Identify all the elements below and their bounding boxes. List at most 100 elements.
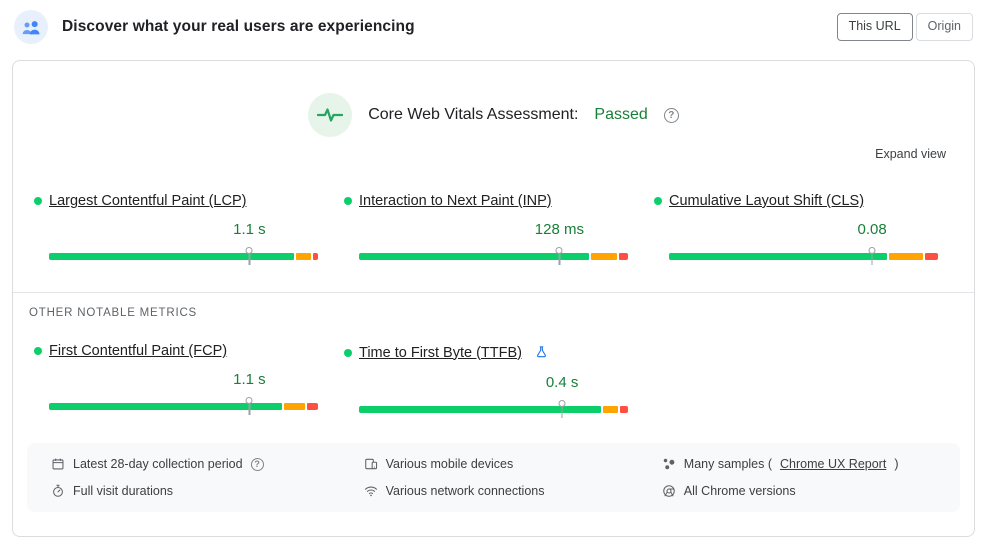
lcp-link[interactable]: Largest Contentful Paint (LCP) <box>49 193 247 209</box>
metric-name-row: Cumulative Layout Shift (CLS) <box>654 193 938 209</box>
bar-poor-segment <box>619 406 628 413</box>
data-source-footer: Latest 28-day collection period ? Full v… <box>27 443 960 512</box>
inp-link[interactable]: Interaction to Next Paint (INP) <box>359 193 552 209</box>
other-metrics-label: OTHER NOTABLE METRICS <box>29 307 198 319</box>
cls-value: 0.08 <box>857 221 887 238</box>
bar-segments <box>359 253 628 260</box>
other-metrics-grid: First Contentful Paint (FCP) 1.1 s Time … <box>13 343 974 418</box>
footer-column-3: Many samples ( Chrome UX Report) All Chro… <box>662 457 950 498</box>
chrome-icon <box>663 485 675 497</box>
expand-view-row: Expand view <box>13 145 974 163</box>
ttfb-distribution-bar <box>359 400 628 418</box>
topbar: Discover what your real users are experi… <box>0 0 987 52</box>
expand-view-link[interactable]: Expand view <box>875 147 946 161</box>
chrome-ux-report-link[interactable]: Chrome UX Report <box>780 457 887 471</box>
network-icon <box>364 486 377 497</box>
samples-icon <box>663 458 675 470</box>
bar-segments <box>49 403 318 410</box>
metric-name-row: First Contentful Paint (FCP) <box>34 343 318 359</box>
help-icon[interactable]: ? <box>663 107 679 123</box>
metric-inp: Interaction to Next Paint (INP) 128 ms <box>344 193 628 265</box>
bar-poor-segment <box>924 253 938 260</box>
bar-needs-improvement-segment <box>590 253 617 260</box>
bar-good-segment <box>49 403 282 410</box>
section-divider <box>13 292 974 293</box>
topbar-left: Discover what your real users are experi… <box>14 10 415 44</box>
p75-marker <box>245 247 253 265</box>
bar-segments <box>669 253 938 260</box>
core-metrics-grid: Largest Contentful Paint (LCP) 1.1 s Int… <box>13 193 974 265</box>
connections-text: Various network connections <box>385 484 545 498</box>
samples-item: Many samples ( Chrome UX Report) <box>662 457 950 471</box>
cls-distribution-bar <box>669 247 938 265</box>
p75-marker <box>868 247 876 265</box>
bar-poor-segment <box>312 253 318 260</box>
connections-item: Various network connections <box>364 484 652 498</box>
metric-name-row: Largest Contentful Paint (LCP) <box>34 193 318 209</box>
bar-segments <box>49 253 318 260</box>
metric-value-row: 0.08 <box>669 221 938 241</box>
calendar-icon <box>52 458 64 470</box>
origin-button[interactable]: Origin <box>915 13 973 41</box>
bar-good-segment <box>49 253 294 260</box>
p75-marker <box>245 397 253 415</box>
page-title: Discover what your real users are experi… <box>62 18 415 35</box>
chrome-versions-item: All Chrome versions <box>662 484 950 498</box>
metric-value-row: 1.1 s <box>49 221 318 241</box>
metric-name-row: Interaction to Next Paint (INP) <box>344 193 628 209</box>
stopwatch-icon <box>53 484 63 497</box>
footer-column-1: Latest 28-day collection period ? Full v… <box>51 457 354 498</box>
samples-suffix: ) <box>894 457 899 471</box>
bar-poor-segment <box>618 253 628 260</box>
metric-cls: Cumulative Layout Shift (CLS) 0.08 <box>654 193 938 265</box>
bar-needs-improvement-segment <box>283 403 306 410</box>
inp-value: 128 ms <box>534 221 584 238</box>
bar-poor-segment <box>307 403 318 410</box>
metric-ttfb: Time to First Byte (TTFB) 0.4 s <box>344 343 628 418</box>
fcp-value: 1.1 s <box>233 371 266 388</box>
bar-good-segment <box>359 253 589 260</box>
chrome-versions-text: All Chrome versions <box>683 484 796 498</box>
metric-value-row: 128 ms <box>359 221 628 241</box>
bar-good-segment <box>359 406 602 413</box>
metric-status-dot <box>344 197 352 205</box>
metric-value-row: 0.4 s <box>359 374 628 394</box>
bar-needs-improvement-segment <box>603 406 618 413</box>
lcp-distribution-bar <box>49 247 318 265</box>
collection-period-text: Latest 28-day collection period <box>73 457 243 471</box>
assessment-title: Core Web Vitals Assessment: <box>368 106 579 123</box>
scope-toggle: This URL Origin <box>836 13 973 41</box>
experimental-flask-icon[interactable] <box>535 345 548 364</box>
this-url-button[interactable]: This URL <box>836 13 913 41</box>
cls-link[interactable]: Cumulative Layout Shift (CLS) <box>669 193 865 209</box>
collection-period-item: Latest 28-day collection period ? <box>51 457 354 471</box>
inp-distribution-bar <box>359 247 628 265</box>
visit-durations-item: Full visit durations <box>51 484 354 498</box>
metric-status-dot <box>654 197 662 205</box>
assessment-header: Core Web Vitals Assessment: Passed ? <box>13 93 974 137</box>
fcp-distribution-bar <box>49 397 318 415</box>
metric-value-row: 1.1 s <box>49 371 318 391</box>
fcp-link[interactable]: First Contentful Paint (FCP) <box>49 343 228 359</box>
bar-needs-improvement-segment <box>295 253 311 260</box>
lcp-value: 1.1 s <box>233 221 266 238</box>
metric-status-dot <box>34 347 42 355</box>
assessment-status: Passed <box>594 106 648 123</box>
devices-item: Various mobile devices <box>364 457 652 471</box>
devices-icon <box>364 458 377 470</box>
help-icon[interactable]: ? <box>250 457 264 471</box>
ttfb-value: 0.4 s <box>545 374 579 391</box>
metric-status-dot <box>34 197 42 205</box>
footer-column-2: Various mobile devices Various network c… <box>364 457 652 498</box>
visit-durations-text: Full visit durations <box>73 484 174 498</box>
bar-segments <box>359 406 628 413</box>
metric-fcp: First Contentful Paint (FCP) 1.1 s <box>34 343 318 415</box>
core-web-vitals-card: Core Web Vitals Assessment: Passed ? Exp… <box>12 60 975 537</box>
bar-needs-improvement-segment <box>888 253 923 260</box>
metric-name-row: Time to First Byte (TTFB) <box>344 343 628 362</box>
ttfb-link[interactable]: Time to First Byte (TTFB) <box>359 344 522 361</box>
field-users-icon <box>14 10 48 44</box>
metric-lcp: Largest Contentful Paint (LCP) 1.1 s <box>34 193 318 265</box>
devices-text: Various mobile devices <box>385 457 514 471</box>
samples-prefix: Many samples ( <box>683 457 773 471</box>
